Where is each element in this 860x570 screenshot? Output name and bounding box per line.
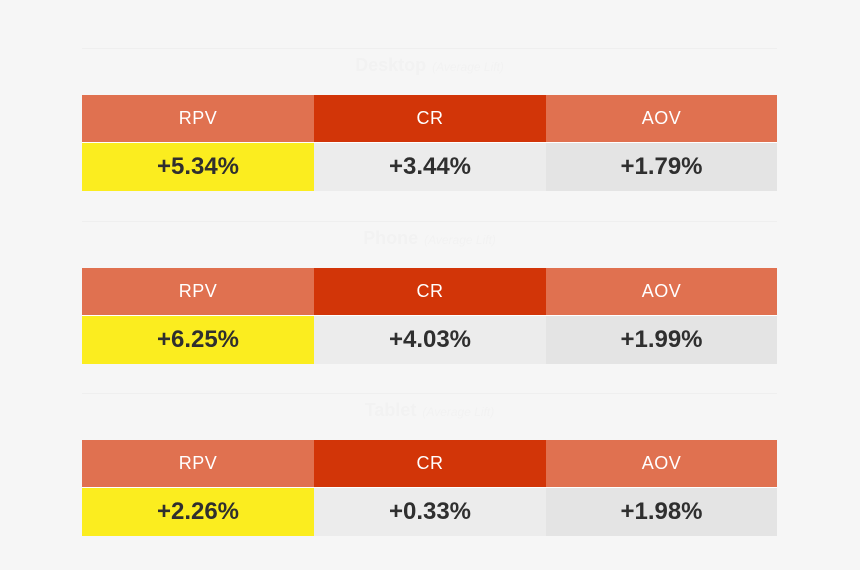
table-phone: Phone (Average Lift) RPV CR AOV +6.25% +4… [82, 221, 777, 364]
column-header-aov: AOV [546, 440, 777, 488]
value-rpv: +2.26% [82, 488, 314, 536]
section-divider [82, 48, 777, 49]
column-header-rpv: RPV [82, 440, 314, 488]
value-aov: +1.98% [546, 488, 777, 536]
section-title-desktop: Desktop (Average Lift) [82, 50, 777, 80]
column-header-cr: CR [314, 268, 546, 316]
column-header-cr: CR [314, 440, 546, 488]
section-title-phone: Phone (Average Lift) [82, 223, 777, 253]
section-title-text: Phone [363, 228, 419, 248]
section-divider [82, 221, 777, 222]
metrics-grid-desktop: RPV CR AOV +5.34% +3.44% +1.79% [82, 95, 777, 191]
table-desktop: Desktop (Average Lift) RPV CR AOV +5.34% … [82, 48, 777, 191]
section-subtitle: (Average Lift) [422, 405, 495, 419]
column-header-cr: CR [314, 95, 546, 143]
section-divider [82, 393, 777, 394]
section-title-text: Tablet [364, 400, 417, 420]
value-cr: +0.33% [314, 488, 546, 536]
section-subtitle: (Average Lift) [432, 60, 504, 74]
section-subtitle: (Average Lift) [424, 233, 496, 247]
metrics-grid-phone: RPV CR AOV +6.25% +4.03% +1.99% [82, 268, 777, 364]
section-title-text: Desktop [355, 55, 427, 75]
table-tablet: Tablet (Average Lift) RPV CR AOV +2.26% +… [82, 393, 777, 536]
value-aov: +1.79% [546, 143, 777, 191]
value-aov: +1.99% [546, 316, 777, 364]
value-rpv: +5.34% [82, 143, 314, 191]
metrics-grid-tablet: RPV CR AOV +2.26% +0.33% +1.98% [82, 440, 777, 536]
column-header-rpv: RPV [82, 95, 314, 143]
value-cr: +3.44% [314, 143, 546, 191]
column-header-aov: AOV [546, 268, 777, 316]
value-cr: +4.03% [314, 316, 546, 364]
column-header-aov: AOV [546, 95, 777, 143]
value-rpv: +6.25% [82, 316, 314, 364]
section-title-tablet: Tablet (Average Lift) [82, 395, 777, 425]
column-header-rpv: RPV [82, 268, 314, 316]
